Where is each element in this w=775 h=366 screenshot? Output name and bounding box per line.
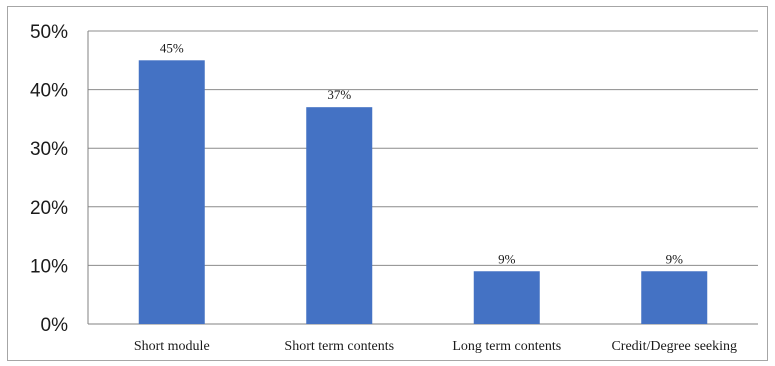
data-label: 9%: [498, 251, 516, 266]
bar: [473, 271, 540, 324]
x-tick-label: Credit/Degree seeking: [611, 339, 737, 354]
bar: [306, 107, 373, 325]
y-tick-label: 40%: [30, 81, 68, 102]
chart-frame: [7, 6, 768, 361]
bar: [641, 271, 708, 324]
y-tick-label: 0%: [41, 315, 69, 336]
x-tick-label: Short module: [134, 339, 210, 354]
y-tick-label: 20%: [30, 198, 68, 219]
y-tick-label: 10%: [30, 256, 68, 277]
data-label: 45%: [160, 40, 184, 55]
y-tick-label: 30%: [30, 139, 68, 160]
x-tick-label: Long term contents: [452, 339, 561, 354]
bar: [138, 60, 205, 325]
x-tick-label: Short term contents: [284, 339, 394, 354]
y-tick-label: 50%: [30, 22, 68, 43]
data-label: 37%: [327, 87, 351, 102]
data-label: 9%: [666, 251, 684, 266]
